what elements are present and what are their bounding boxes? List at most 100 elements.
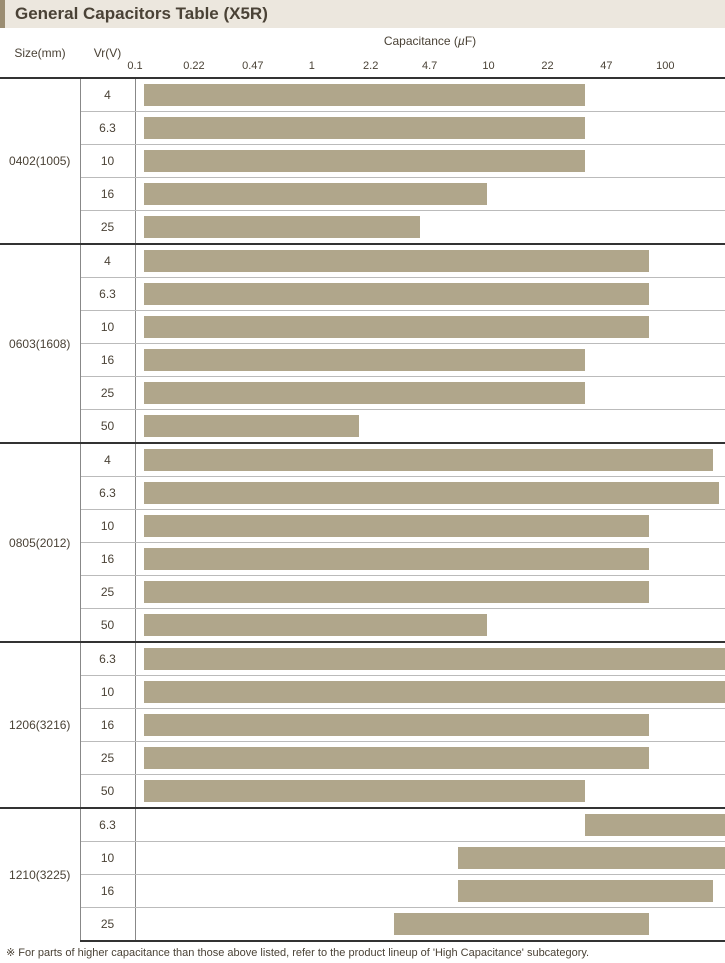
vr-label: 50 (80, 609, 135, 643)
bar-cell (135, 510, 725, 543)
capacitance-bar (144, 316, 650, 338)
table-row: 1210(3225)6.3 (0, 808, 725, 842)
footnote-mark: ※ (6, 947, 15, 959)
bar-cell (135, 808, 725, 842)
vr-label: 6.3 (80, 477, 135, 510)
vr-label: 25 (80, 908, 135, 942)
bar-cell (135, 311, 725, 344)
vr-label: 4 (80, 78, 135, 112)
footnote: ※ For parts of higher capacitance than t… (0, 942, 725, 963)
vr-label: 10 (80, 311, 135, 344)
capacitance-bar (144, 283, 650, 305)
footnote-text: For parts of higher capacitance than tho… (18, 947, 589, 959)
capacitance-bar (144, 681, 725, 703)
table-row: 6.3 (0, 278, 725, 311)
bar-cell (135, 543, 725, 576)
capacitance-bar (394, 913, 650, 935)
capacitance-bar (144, 515, 650, 537)
header-capacitance: Capacitance (µF) (135, 28, 725, 54)
table-row: 25 (0, 908, 725, 942)
axis-tick-label: 0.47 (242, 60, 263, 72)
capacitance-bar (144, 250, 650, 272)
capacitance-bar (144, 216, 420, 238)
capacitance-bar (144, 581, 650, 603)
table-row: 10 (0, 676, 725, 709)
bar-cell (135, 576, 725, 609)
axis-tick-label: 1 (309, 60, 315, 72)
table-row: 0805(2012)4 (0, 443, 725, 477)
vr-label: 6.3 (80, 642, 135, 676)
table-row: 16 (0, 344, 725, 377)
table-row: 16 (0, 543, 725, 576)
axis-tick-label: 10 (482, 60, 494, 72)
axis-tick-label: 100 (656, 60, 674, 72)
capacitance-bar (144, 183, 487, 205)
vr-label: 6.3 (80, 112, 135, 145)
axis-tick: 0.47 (253, 54, 312, 78)
vr-label: 50 (80, 775, 135, 809)
bar-cell (135, 875, 725, 908)
table-row: 50 (0, 609, 725, 643)
capacitance-bar (458, 880, 714, 902)
table-row: 6.3 (0, 112, 725, 145)
table-row: 16 (0, 875, 725, 908)
bar-cell (135, 344, 725, 377)
bar-cell (135, 609, 725, 643)
size-label: 0805(2012) (0, 443, 80, 642)
table-row: 10 (0, 145, 725, 178)
bar-cell (135, 477, 725, 510)
table-row: 0402(1005)4 (0, 78, 725, 112)
vr-label: 16 (80, 875, 135, 908)
header-row-1: Size(mm) Vr(V) Capacitance (µF) (0, 28, 725, 54)
axis-tick-label: 22 (541, 60, 553, 72)
table-row: 6.3 (0, 477, 725, 510)
capacitance-bar (144, 382, 586, 404)
bar-cell (135, 410, 725, 444)
table-row: 10 (0, 510, 725, 543)
capacitance-bar (458, 847, 725, 869)
table-row: 10 (0, 842, 725, 875)
capacitance-bar (144, 349, 586, 371)
capacitance-bar (144, 117, 586, 139)
bar-cell (135, 443, 725, 477)
vr-label: 16 (80, 178, 135, 211)
axis-tick-label: 2.2 (363, 60, 378, 72)
capacitance-bar (144, 548, 650, 570)
capacitance-bar (144, 714, 650, 736)
table-row: 50 (0, 775, 725, 809)
vr-label: 4 (80, 443, 135, 477)
vr-label: 25 (80, 377, 135, 410)
capacitance-bar (144, 780, 586, 802)
capacitor-table: Size(mm) Vr(V) Capacitance (µF) 0.10.220… (0, 28, 725, 942)
vr-label: 25 (80, 576, 135, 609)
capacitance-bar (585, 814, 725, 836)
capacitance-bar (144, 747, 650, 769)
bar-cell (135, 908, 725, 942)
table-row: 16 (0, 709, 725, 742)
capacitance-bar (144, 415, 359, 437)
capacitance-bar (144, 84, 586, 106)
bar-cell (135, 178, 725, 211)
vr-label: 50 (80, 410, 135, 444)
vr-label: 10 (80, 676, 135, 709)
vr-label: 4 (80, 244, 135, 278)
vr-label: 16 (80, 709, 135, 742)
vr-label: 6.3 (80, 278, 135, 311)
cap-prefix: Capacitance ( (384, 34, 458, 48)
header-size: Size(mm) (0, 28, 80, 78)
vr-label: 6.3 (80, 808, 135, 842)
bar-cell (135, 278, 725, 311)
bar-cell (135, 709, 725, 742)
vr-label: 10 (80, 842, 135, 875)
table-row: 25 (0, 377, 725, 410)
table-row: 0603(1608)4 (0, 244, 725, 278)
table-row: 10 (0, 311, 725, 344)
bar-cell (135, 742, 725, 775)
table-row: 1206(3216)6.3 (0, 642, 725, 676)
vr-label: 25 (80, 742, 135, 775)
size-label: 0402(1005) (0, 78, 80, 244)
bar-cell (135, 211, 725, 245)
bar-cell (135, 775, 725, 809)
bar-cell (135, 244, 725, 278)
bar-cell (135, 145, 725, 178)
